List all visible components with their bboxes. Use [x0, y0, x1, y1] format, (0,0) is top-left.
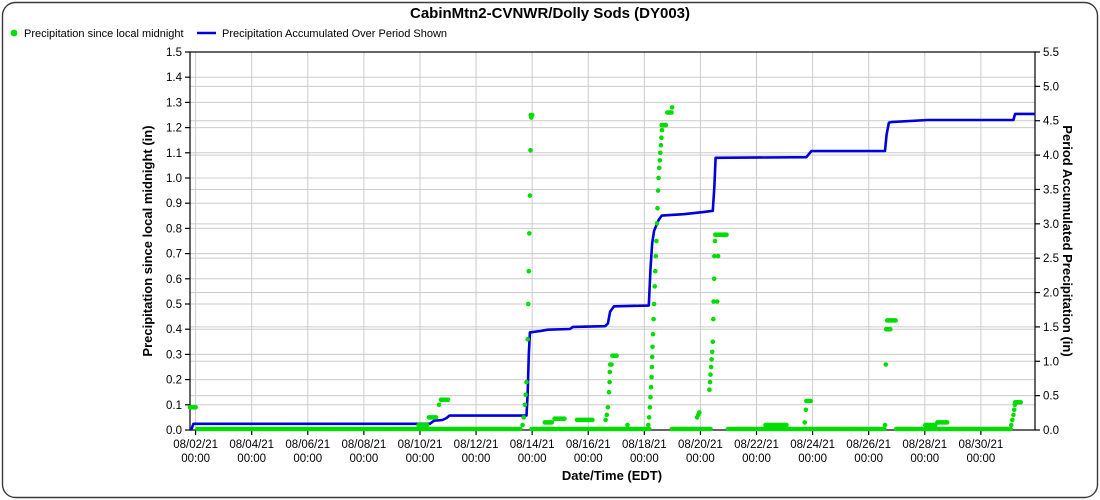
y-right-tick-label: 4.0 — [1043, 150, 1059, 162]
y-left-tick-label: 0.6 — [166, 274, 182, 286]
x-tick-date-label: 08/24/21 — [790, 439, 835, 451]
x-tick-date-label: 08/18/21 — [622, 439, 667, 451]
legend-dot-icon — [10, 29, 18, 37]
x-tick-time-label: 00:00 — [966, 453, 995, 465]
x-tick-time-label: 00:00 — [574, 453, 603, 465]
x-axis-title: Date/Time (EDT) — [562, 468, 662, 483]
y-right-tick-label: 5.0 — [1043, 81, 1059, 93]
x-tick-time-label: 00:00 — [910, 453, 939, 465]
y-left-tick-label: 1.3 — [166, 97, 182, 109]
y-right-tick-label: 2.0 — [1043, 288, 1059, 300]
y-right-tick-label: 2.5 — [1043, 253, 1059, 265]
y-left-tick-label: 1.5 — [166, 47, 182, 59]
y-left-axis-title: Precipitation since local midnight (in) — [140, 125, 155, 356]
legend-label-accumulated: Precipitation Accumulated Over Period Sh… — [222, 28, 447, 40]
y-left-tick-label: 1.0 — [166, 173, 182, 185]
x-tick-time-label: 00:00 — [293, 453, 322, 465]
x-tick-time-label: 00:00 — [237, 453, 266, 465]
x-tick-time-label: 00:00 — [798, 453, 827, 465]
y-left-tick-label: 0.4 — [166, 324, 183, 336]
x-tick-date-label: 08/20/21 — [678, 439, 723, 451]
gridlines — [190, 52, 1035, 430]
x-tick-date-label: 08/12/21 — [454, 439, 499, 451]
y-left-tick-label: 0.2 — [166, 375, 182, 387]
axis-ticks: 0.0 0.1 0.2 0.3 0.4 0.5 0.6 0.7 0.8 0.9 1.0 1.1 1.2 1… — [166, 47, 1059, 465]
y-left-tick-label: 1.1 — [166, 148, 182, 160]
y-right-tick-label: 0.0 — [1043, 425, 1059, 437]
y-left-tick-label: 0.8 — [166, 223, 182, 235]
x-tick-date-label: 08/06/21 — [285, 439, 330, 451]
y-left-tick-label: 0.0 — [166, 425, 182, 437]
x-tick-time-label: 00:00 — [462, 453, 491, 465]
x-tick-date-label: 08/30/21 — [958, 439, 1003, 451]
x-tick-date-label: 08/22/21 — [734, 439, 779, 451]
x-tick-date-label: 08/08/21 — [341, 439, 386, 451]
x-tick-date-label: 08/16/21 — [566, 439, 611, 451]
x-tick-date-label: 08/14/21 — [510, 439, 555, 451]
y-left-tick-label: 0.7 — [166, 249, 182, 261]
y-right-tick-label: 3.5 — [1043, 184, 1059, 196]
y-right-tick-label: 3.0 — [1043, 219, 1059, 231]
y-right-tick-label: 1.0 — [1043, 356, 1059, 368]
legend-label-precip-midnight: Precipitation since local midnight — [24, 28, 184, 40]
x-tick-date-label: 08/02/21 — [173, 439, 218, 451]
y-left-tick-label: 0.9 — [166, 198, 182, 210]
x-tick-time-label: 00:00 — [181, 453, 210, 465]
y-right-tick-label: 5.5 — [1043, 47, 1059, 59]
x-tick-date-label: 08/04/21 — [229, 439, 274, 451]
x-tick-time-label: 00:00 — [854, 453, 883, 465]
x-tick-date-label: 08/26/21 — [846, 439, 891, 451]
x-tick-date-label: 08/28/21 — [902, 439, 947, 451]
y-left-tick-label: 0.3 — [166, 349, 182, 361]
accumulated-precip-line — [189, 112, 1035, 432]
legend: Precipitation since local midnight Preci… — [10, 28, 447, 40]
plot-area: 0.0 0.1 0.2 0.3 0.4 0.5 0.6 0.7 0.8 0.9 1.0 1.1 1.2 1… — [166, 47, 1059, 465]
y-right-tick-label: 0.5 — [1043, 391, 1059, 403]
x-tick-time-label: 00:00 — [349, 453, 378, 465]
x-tick-time-label: 00:00 — [742, 453, 771, 465]
y-left-tick-label: 1.2 — [166, 123, 182, 135]
y-right-axis-title: Period Accumulated Precipitation (in) — [1060, 125, 1075, 356]
y-left-tick-label: 1.4 — [166, 72, 183, 84]
y-right-tick-label: 1.5 — [1043, 322, 1059, 334]
x-tick-time-label: 00:00 — [630, 453, 659, 465]
y-left-tick-label: 0.1 — [166, 400, 182, 412]
x-tick-time-label: 00:00 — [686, 453, 715, 465]
x-tick-date-label: 08/10/21 — [398, 439, 443, 451]
x-tick-time-label: 00:00 — [518, 453, 547, 465]
chart-title: CabinMtn2-CVNWR/Dolly Sods (DY003) — [410, 5, 690, 22]
y-left-tick-label: 0.5 — [166, 299, 182, 311]
since-midnight-scatter — [187, 105, 1023, 432]
y-right-tick-label: 4.5 — [1043, 116, 1059, 128]
x-tick-time-label: 00:00 — [406, 453, 435, 465]
